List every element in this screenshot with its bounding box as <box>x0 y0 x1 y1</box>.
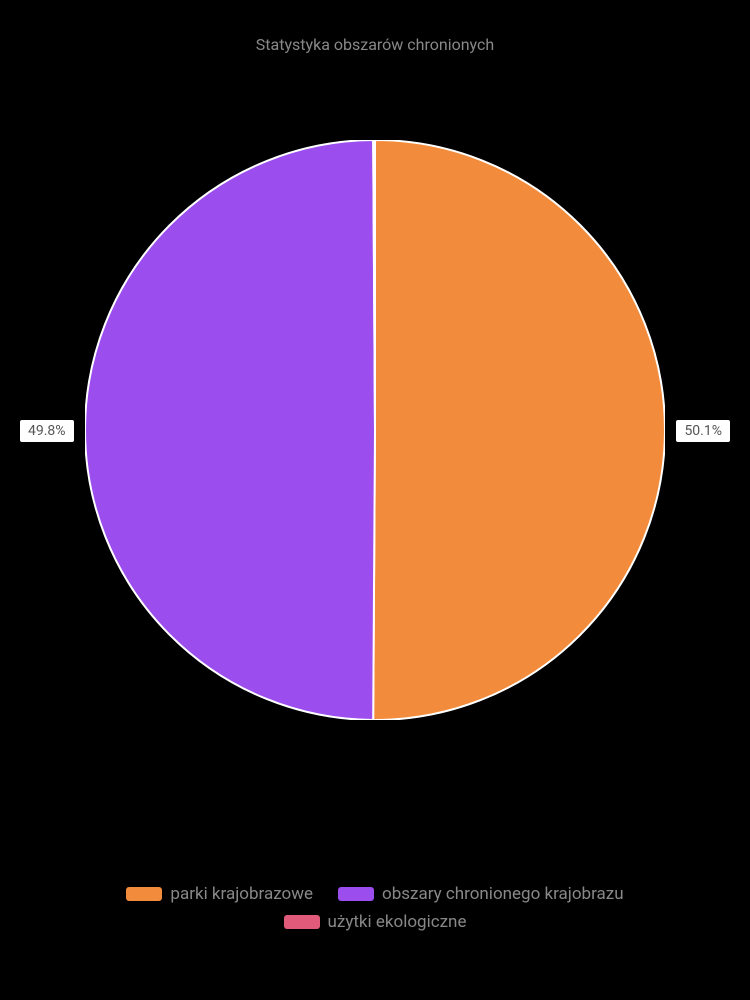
pie-chart-container <box>85 140 665 720</box>
legend-label-0: parki krajobrazowe <box>170 884 313 904</box>
pie-slice-0 <box>373 140 665 720</box>
pie-chart-svg <box>85 140 665 720</box>
legend-swatch-0 <box>126 887 162 901</box>
legend-row-1: parki krajobrazowe obszary chronionego k… <box>0 884 750 904</box>
legend-item-1: obszary chronionego krajobrazu <box>338 884 624 904</box>
slice-label-left: 49.8% <box>20 420 74 442</box>
legend-item-2: użytki ekologiczne <box>284 912 467 932</box>
pie-slice-1 <box>85 140 375 720</box>
legend-swatch-2 <box>284 915 320 929</box>
legend-row-2: użytki ekologiczne <box>0 912 750 932</box>
legend-item-0: parki krajobrazowe <box>126 884 313 904</box>
legend: parki krajobrazowe obszary chronionego k… <box>0 884 750 940</box>
chart-title: Statystyka obszarów chronionych <box>0 0 750 54</box>
legend-swatch-1 <box>338 887 374 901</box>
slice-label-right: 50.1% <box>676 420 730 442</box>
legend-label-1: obszary chronionego krajobrazu <box>382 884 624 904</box>
legend-label-2: użytki ekologiczne <box>328 912 467 932</box>
